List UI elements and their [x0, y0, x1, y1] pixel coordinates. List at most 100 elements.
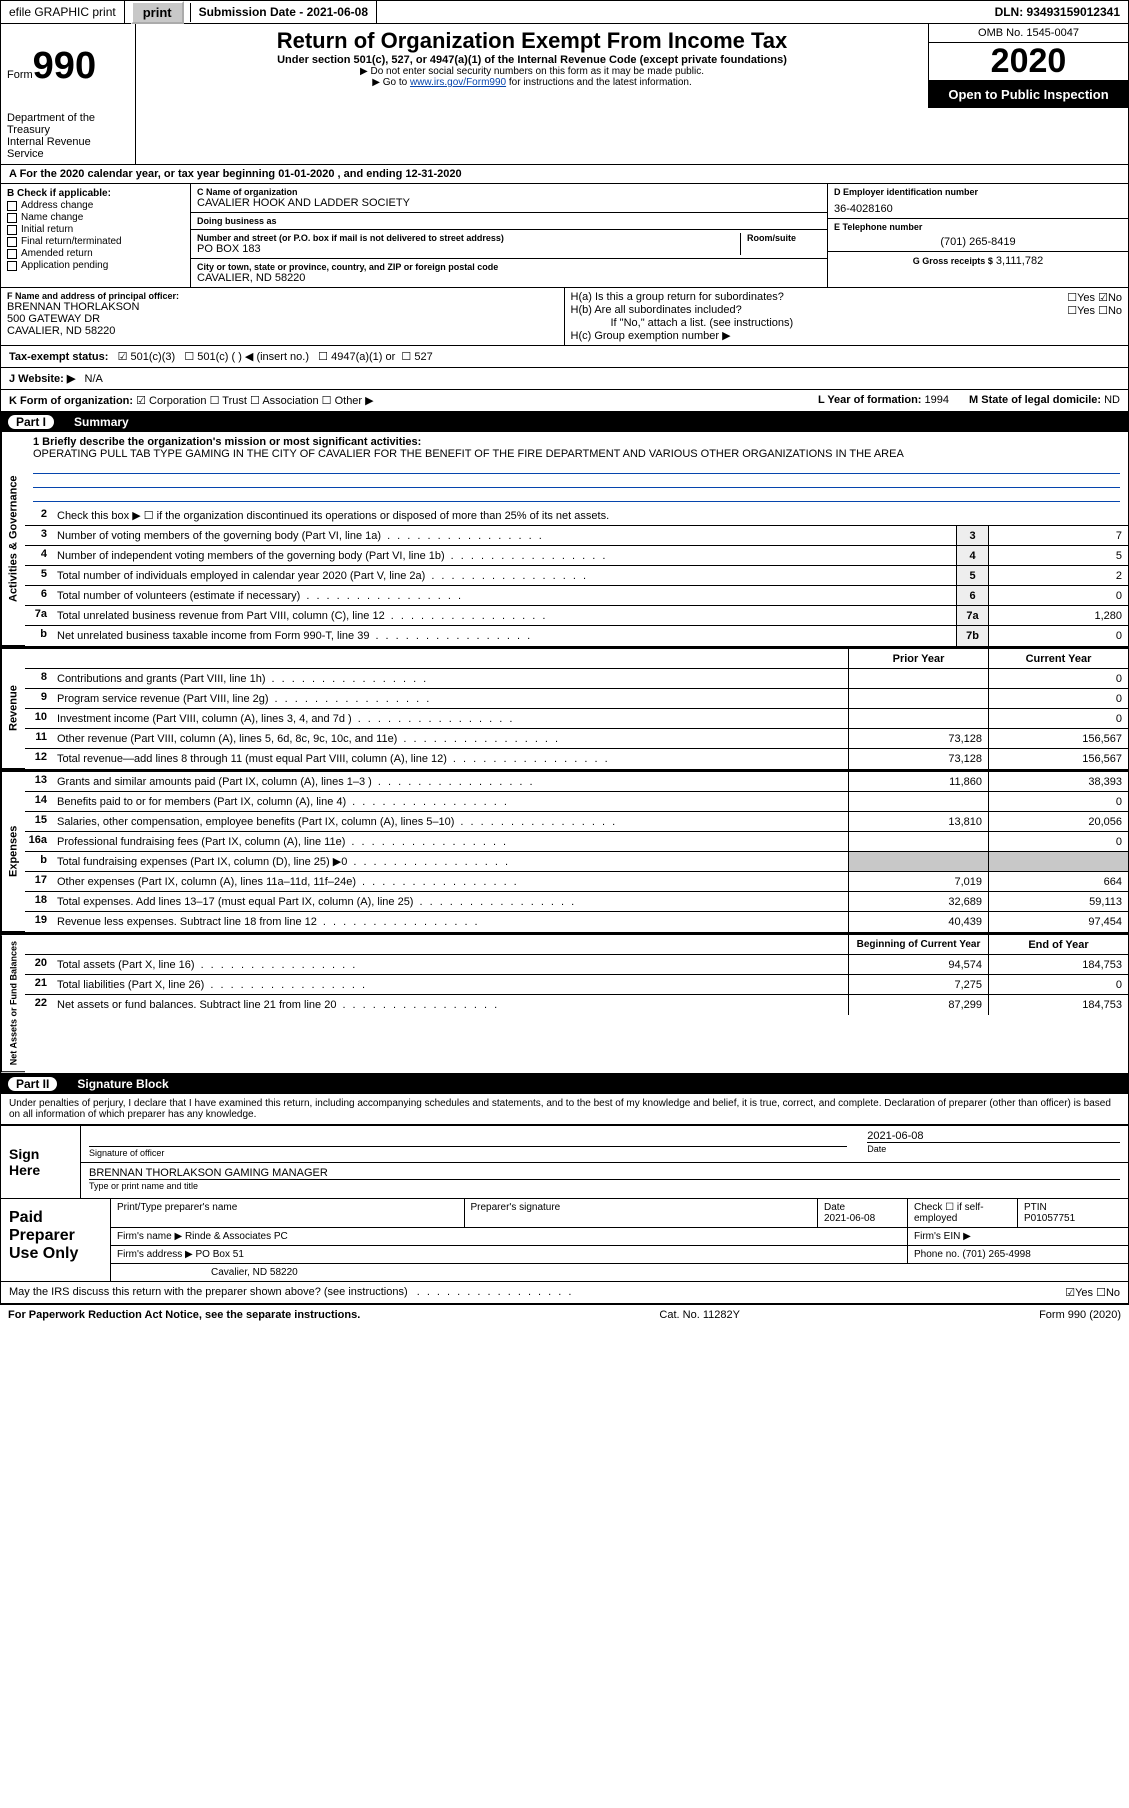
block-l: L Year of formation: 1994 — [818, 394, 949, 407]
block-h: H(a) Is this a group return for subordin… — [565, 288, 1129, 345]
vert-revenue: Revenue — [1, 649, 25, 769]
room-label: Room/suite — [747, 233, 821, 243]
phone: (701) 265-8419 — [834, 232, 1122, 248]
summary-line: bTotal fundraising expenses (Part IX, co… — [25, 852, 1128, 872]
preparer-title: Paid Preparer Use Only — [1, 1199, 111, 1281]
summary-line: 11Other revenue (Part VIII, column (A), … — [25, 729, 1128, 749]
block-c: C Name of organization CAVALIER HOOK AND… — [191, 184, 828, 287]
irs-link[interactable]: www.irs.gov/Form990 — [410, 77, 506, 88]
right-info: D Employer identification number 36-4028… — [828, 184, 1128, 287]
summary-line: 10Investment income (Part VIII, column (… — [25, 709, 1128, 729]
summary-ag: Activities & Governance 1 Briefly descri… — [0, 432, 1129, 647]
klm-row: K Form of organization: ☑ Corporation ☐ … — [0, 390, 1129, 412]
form-note1: ▶ Do not enter social security numbers o… — [144, 66, 920, 77]
org-name-label: C Name of organization — [197, 187, 821, 197]
gross-label: G Gross receipts $ — [913, 256, 993, 266]
dln: DLN: 93493159012341 — [987, 1, 1128, 23]
summary-line: 16aProfessional fundraising fees (Part I… — [25, 832, 1128, 852]
summary-line: 4Number of independent voting members of… — [25, 546, 1128, 566]
officer-label: F Name and address of principal officer: — [7, 291, 558, 301]
checkbox-line: Amended return — [7, 248, 184, 259]
form-header: Form990 Return of Organization Exempt Fr… — [0, 24, 1129, 165]
addr: PO BOX 183 — [197, 243, 734, 255]
header-right: OMB No. 1545-0047 2020 Open to Public In… — [928, 24, 1128, 108]
period-row: A For the 2020 calendar year, or tax yea… — [0, 165, 1129, 184]
summary-line: 22Net assets or fund balances. Subtract … — [25, 995, 1128, 1015]
checkbox-icon[interactable] — [7, 213, 17, 223]
checkbox-line: Name change — [7, 212, 184, 223]
summary-line: 19Revenue less expenses. Subtract line 1… — [25, 912, 1128, 932]
summary-line: 6Total number of volunteers (estimate if… — [25, 586, 1128, 606]
officer-addr2: CAVALIER, ND 58220 — [7, 325, 558, 337]
submission-date: Submission Date - 2021-06-08 — [191, 1, 377, 23]
summary-line: 21Total liabilities (Part X, line 26)7,2… — [25, 975, 1128, 995]
addr-label: Number and street (or P.O. box if mail i… — [197, 233, 734, 243]
org-name: CAVALIER HOOK AND LADDER SOCIETY — [197, 197, 821, 209]
form-number-cell: Form990 — [1, 24, 136, 108]
ein-label: D Employer identification number — [834, 187, 1122, 197]
topbar: efile GRAPHIC print print Submission Dat… — [0, 0, 1129, 24]
checkbox-line: Address change — [7, 200, 184, 211]
gross-val: 3,111,782 — [996, 255, 1043, 267]
summary-exp: Expenses 13Grants and similar amounts pa… — [0, 770, 1129, 933]
ein: 36-4028160 — [834, 197, 1122, 215]
dba-label: Doing business as — [197, 216, 821, 226]
summary-line: 18Total expenses. Add lines 13–17 (must … — [25, 892, 1128, 912]
vert-expenses: Expenses — [1, 772, 25, 932]
block-k: K Form of organization: ☑ Corporation ☐ … — [9, 394, 798, 407]
block-m: M State of legal domicile: ND — [969, 394, 1120, 407]
print-button[interactable]: print — [131, 1, 184, 24]
sign-here: Sign Here — [1, 1126, 81, 1198]
part1-header: Part I Summary — [0, 412, 1129, 432]
form-990-num: 990 — [33, 45, 96, 87]
info-grid: B Check if applicable: Address changeNam… — [0, 184, 1129, 288]
checkbox-icon[interactable] — [7, 261, 17, 271]
tax-year: 2020 — [929, 43, 1128, 81]
mission-block: 1 Briefly describe the organization's mi… — [25, 432, 1128, 506]
form-subtitle: Under section 501(c), 527, or 4947(a)(1)… — [144, 54, 920, 66]
summary-line: 15Salaries, other compensation, employee… — [25, 812, 1128, 832]
efile-label: efile GRAPHIC print — [1, 1, 125, 23]
summary-rev: Revenue Prior Year Current Year 8Contrib… — [0, 647, 1129, 770]
checkbox-icon[interactable] — [7, 237, 17, 247]
block-b: B Check if applicable: Address changeNam… — [1, 184, 191, 287]
checkbox-line: Initial return — [7, 224, 184, 235]
summary-line: 20Total assets (Part X, line 16)94,57418… — [25, 955, 1128, 975]
summary-line: 5Total number of individuals employed in… — [25, 566, 1128, 586]
summary-line: 7aTotal unrelated business revenue from … — [25, 606, 1128, 626]
form-title: Return of Organization Exempt From Incom… — [144, 28, 920, 54]
summary-line: 9Program service revenue (Part VIII, lin… — [25, 689, 1128, 709]
officer-addr1: 500 GATEWAY DR — [7, 313, 558, 325]
header-center: Return of Organization Exempt From Incom… — [136, 24, 928, 108]
checkbox-line: Final return/terminated — [7, 236, 184, 247]
checkbox-icon[interactable] — [7, 249, 17, 259]
block-f: F Name and address of principal officer:… — [1, 288, 565, 345]
summary-line: 12Total revenue—add lines 8 through 11 (… — [25, 749, 1128, 769]
omb-number: OMB No. 1545-0047 — [929, 24, 1128, 43]
block-b-label: B Check if applicable: — [7, 188, 184, 199]
checkbox-icon[interactable] — [7, 225, 17, 235]
summary-line: 3Number of voting members of the governi… — [25, 526, 1128, 546]
checkbox-line: Application pending — [7, 260, 184, 271]
part2-header: Part II Signature Block — [0, 1074, 1129, 1094]
sign-block: Sign Here Signature of officer 2021-06-0… — [0, 1125, 1129, 1199]
summary-line: bNet unrelated business taxable income f… — [25, 626, 1128, 646]
f-h-row: F Name and address of principal officer:… — [0, 288, 1129, 346]
city: CAVALIER, ND 58220 — [197, 272, 821, 284]
discuss-row: May the IRS discuss this return with the… — [0, 1282, 1129, 1304]
form-word: Form — [7, 69, 33, 81]
website-row: J Website: ▶ N/A — [0, 368, 1129, 390]
tax-exempt-row: Tax-exempt status: ☑ 501(c)(3) ☐ 501(c) … — [0, 346, 1129, 368]
phone-label: E Telephone number — [834, 222, 1122, 232]
dept-treasury: Department of the Treasury Internal Reve… — [1, 108, 136, 164]
form-note2: ▶ Go to www.irs.gov/Form990 for instruct… — [144, 77, 920, 88]
mission-text: OPERATING PULL TAB TYPE GAMING IN THE CI… — [33, 448, 1120, 460]
vert-net: Net Assets or Fund Balances — [1, 935, 25, 1072]
vert-activities: Activities & Governance — [1, 432, 25, 646]
summary-line: 8Contributions and grants (Part VIII, li… — [25, 669, 1128, 689]
summary-line: 14Benefits paid to or for members (Part … — [25, 792, 1128, 812]
checkbox-icon[interactable] — [7, 201, 17, 211]
summary-line: 17Other expenses (Part IX, column (A), l… — [25, 872, 1128, 892]
penalties-text: Under penalties of perjury, I declare th… — [0, 1094, 1129, 1125]
summary-net: Net Assets or Fund Balances Beginning of… — [0, 933, 1129, 1073]
